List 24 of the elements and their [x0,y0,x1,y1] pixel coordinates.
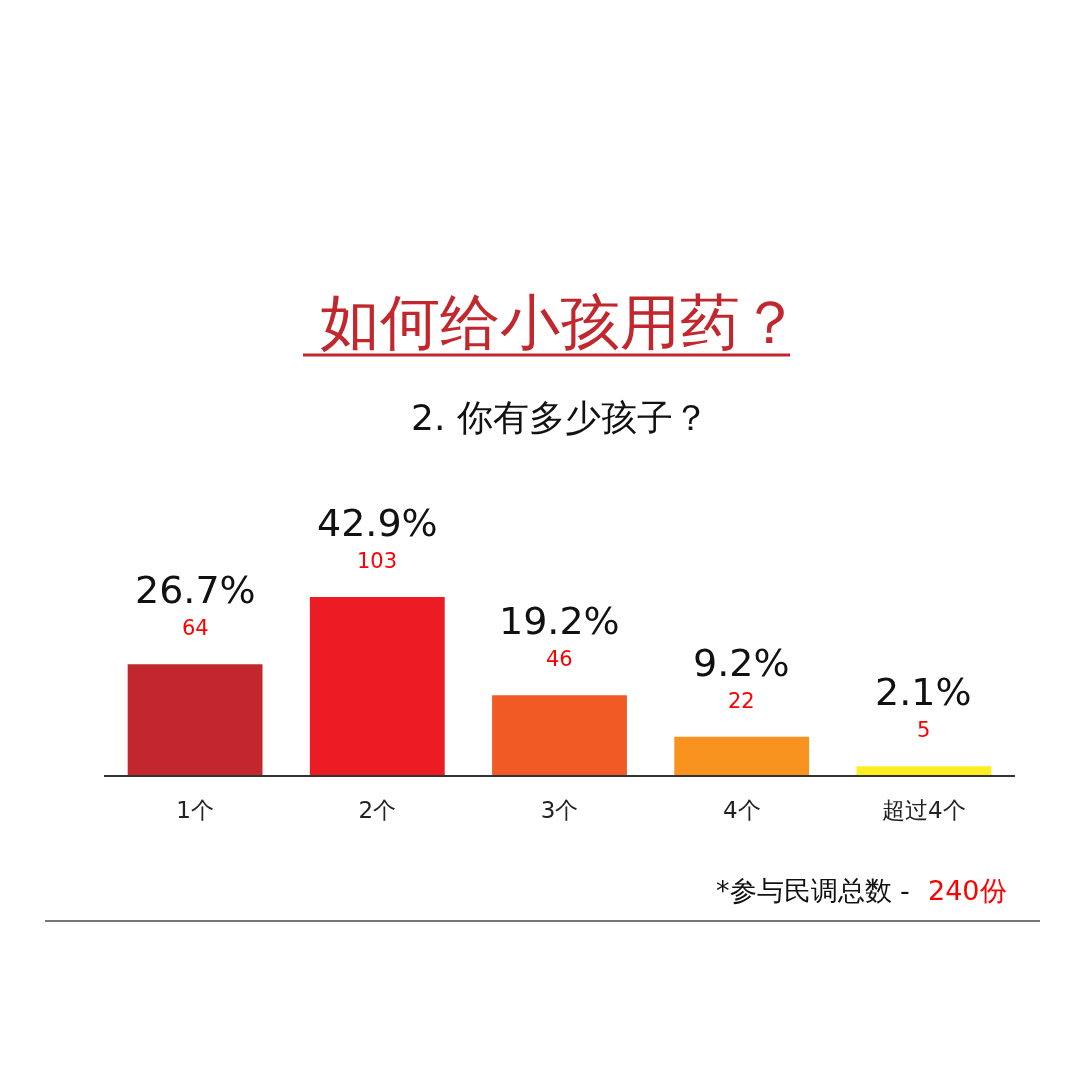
bar [856,766,992,775]
chart-title: 如何给小孩用药？ [319,287,800,357]
x-tick-label: 超过4个 [882,797,966,824]
x-tick-label: 2个 [358,797,397,824]
annotation: 103 [357,549,398,573]
chart-subtitle: 2. 你有多少孩子？ [411,397,709,438]
annotation: 64 [182,616,209,640]
bar [492,695,627,775]
annotation: 22 [728,689,755,713]
text: 240份 [928,875,1007,906]
x-tick-label: 4个 [722,797,761,824]
x-tick-label: 1个 [176,797,214,824]
bar [309,597,445,775]
data-label: 2.1% [875,670,972,714]
data-label: 26.7% [135,568,256,612]
annotation: 46 [546,647,573,671]
text: *参与民调总数 - [716,875,910,906]
x-tick-label: 3个 [540,797,579,824]
bar [127,664,263,775]
data-label: 42.9% [317,501,438,545]
data-label: 9.2% [693,641,790,685]
data-label: 19.2% [499,599,620,643]
annotation: 5 [917,718,931,742]
bar [674,736,810,775]
